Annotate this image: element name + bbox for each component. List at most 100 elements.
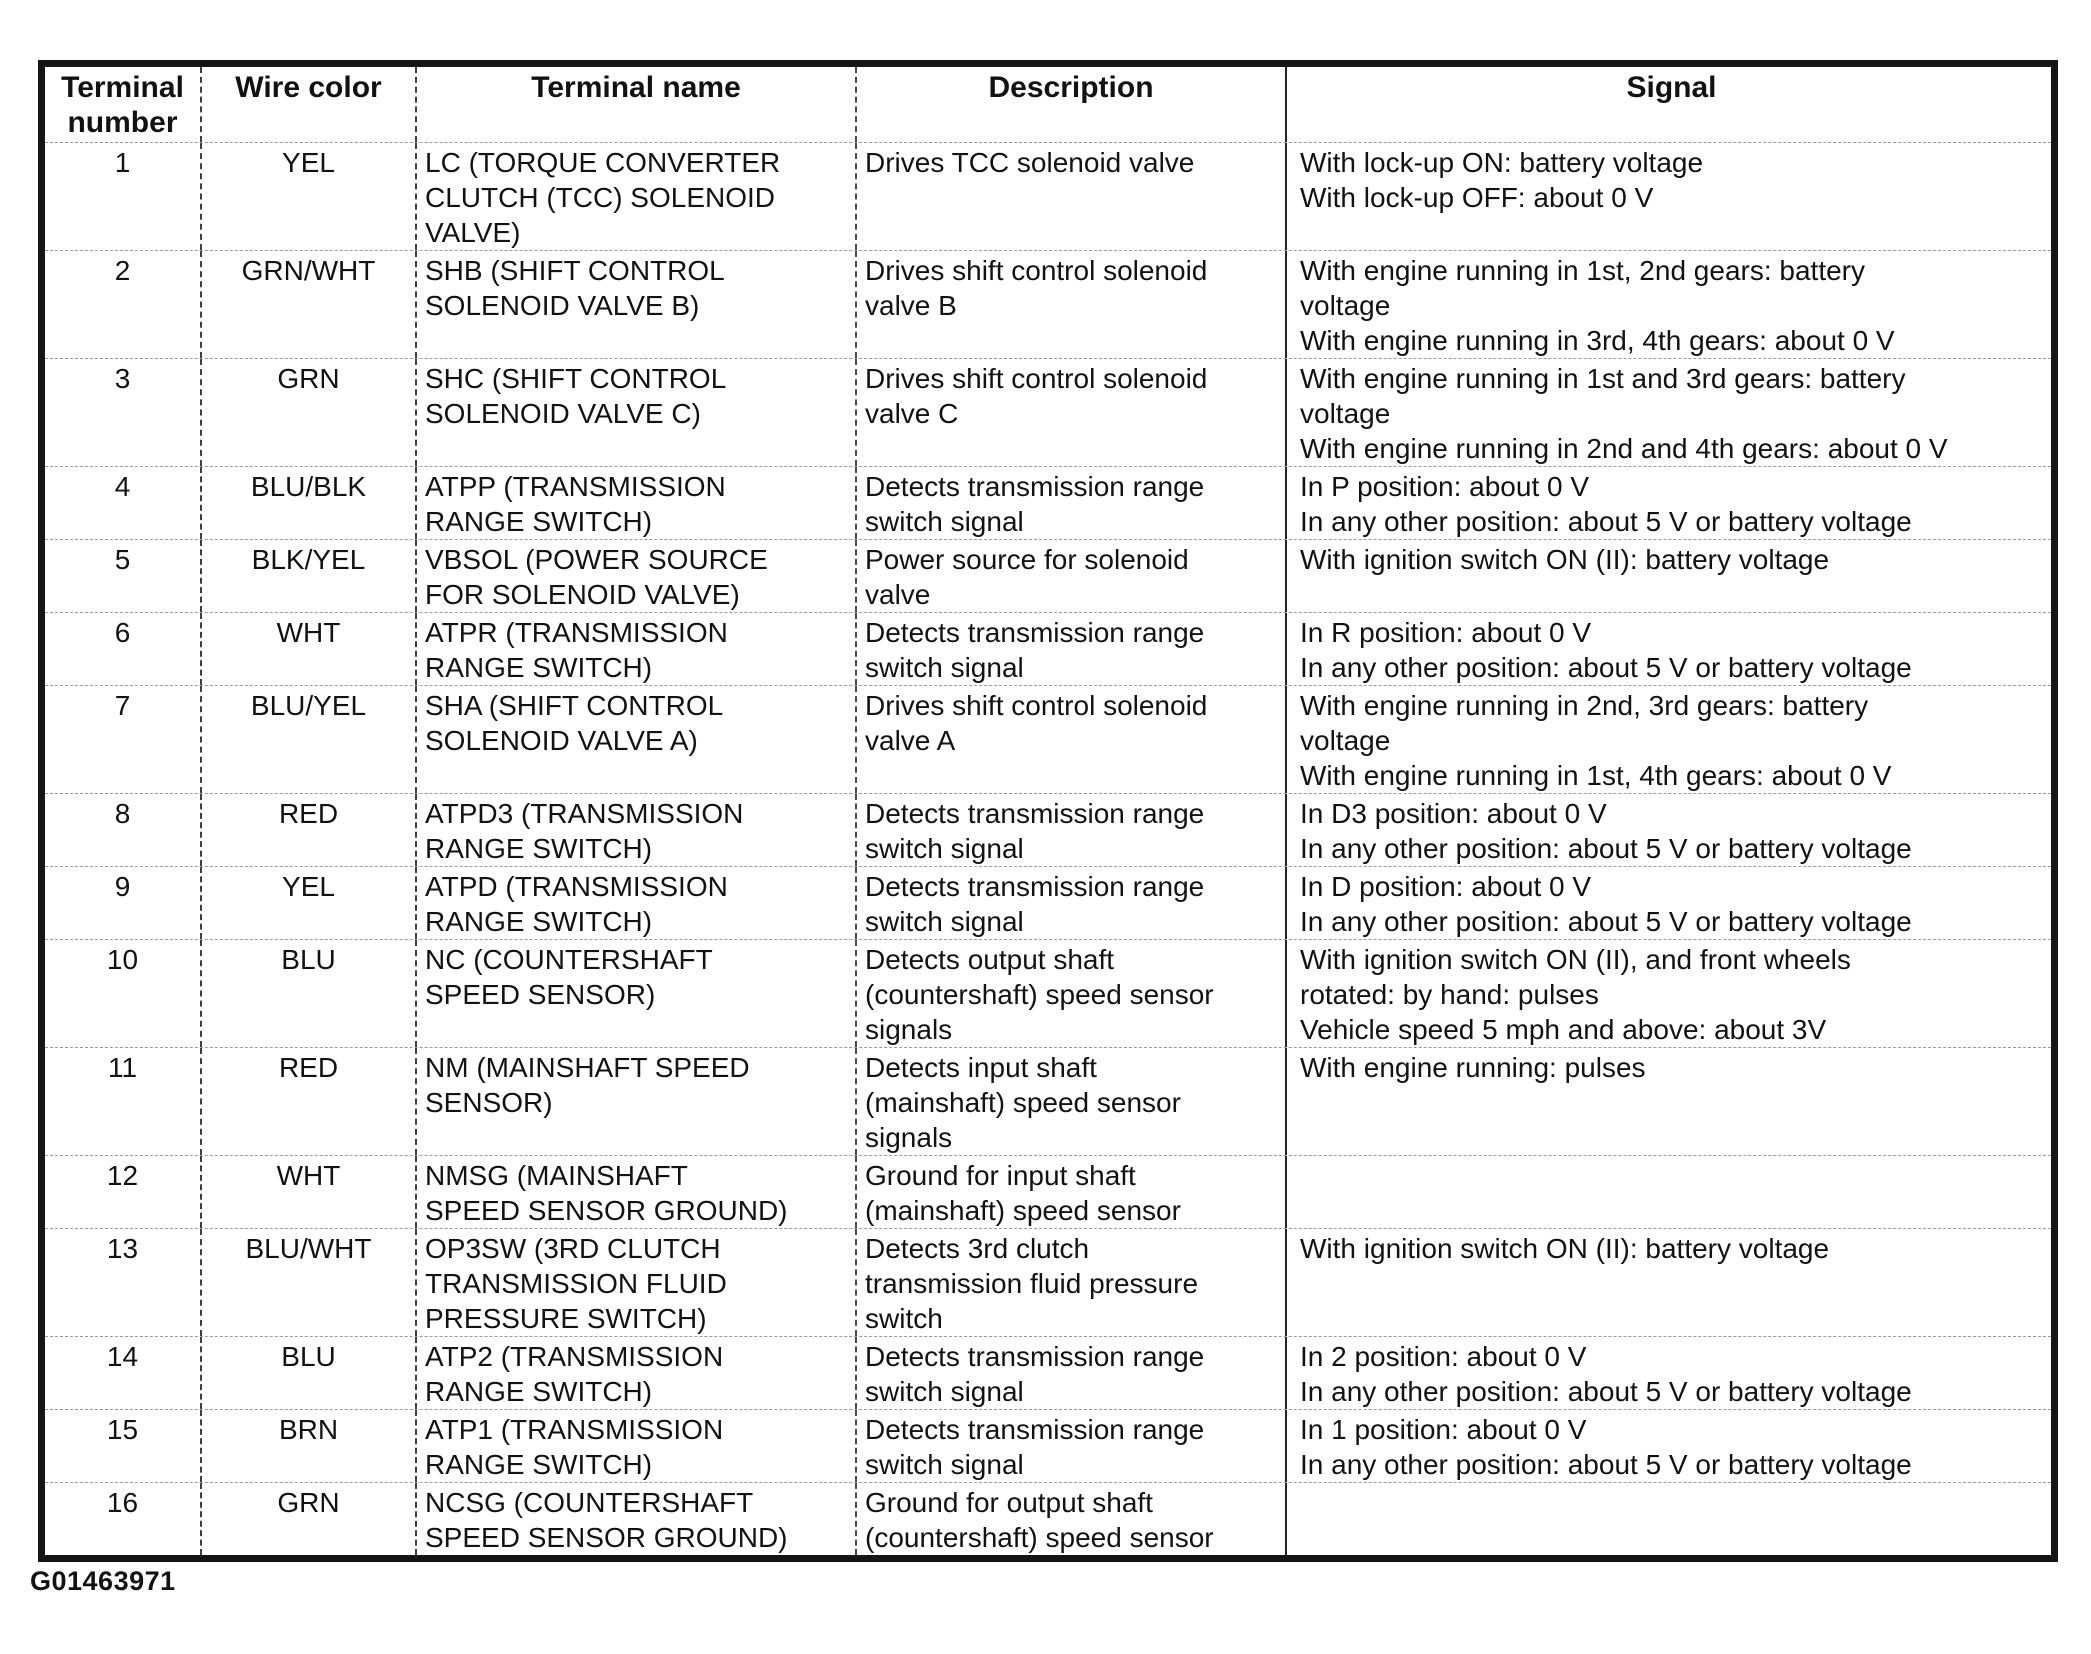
cell-wire-color: RED — [200, 1048, 415, 1155]
cell-signal — [1285, 1483, 2051, 1555]
header-terminal-name: Terminal name — [415, 67, 855, 142]
cell-terminal-number: 5 — [114, 544, 131, 575]
cell-description: Drives shift control solenoid valve B — [855, 251, 1285, 358]
table-header-row: Terminal number Wire color Terminal name… — [45, 67, 2051, 142]
cell-wire-color: YEL — [200, 867, 415, 939]
cell-terminal-name: ATPR (TRANSMISSION RANGE SWITCH) — [415, 613, 855, 685]
cell-terminal-number: 9 — [114, 871, 131, 902]
cell-signal: In 1 position: about 0 V In any other po… — [1285, 1410, 2051, 1482]
cell-terminal-name: OP3SW (3RD CLUTCH TRANSMISSION FLUID PRE… — [415, 1229, 855, 1336]
table-row: 3 GRN SHC (SHIFT CONTROL SOLENOID VALVE … — [45, 358, 2051, 466]
cell-wire-color: BLU — [200, 1337, 415, 1409]
cell-signal: With engine running: pulses — [1285, 1048, 2051, 1155]
table-row: 12 WHT NMSG (MAINSHAFT SPEED SENSOR GROU… — [45, 1155, 2051, 1228]
cell-wire-color: RED — [200, 794, 415, 866]
header-description: Description — [855, 67, 1285, 142]
cell-description: Detects transmission range switch signal — [855, 867, 1285, 939]
cell-signal: With ignition switch ON (II): battery vo… — [1285, 1229, 2051, 1336]
cell-terminal-name: ATPD (TRANSMISSION RANGE SWITCH) — [415, 867, 855, 939]
cell-terminal-name: SHC (SHIFT CONTROL SOLENOID VALVE C) — [415, 359, 855, 466]
cell-terminal-name: ATP2 (TRANSMISSION RANGE SWITCH) — [415, 1337, 855, 1409]
cell-terminal-name: SHB (SHIFT CONTROL SOLENOID VALVE B) — [415, 251, 855, 358]
cell-signal — [1285, 1156, 2051, 1228]
header-terminal-number: Terminal number — [61, 71, 184, 139]
table-row: 6 WHT ATPR (TRANSMISSION RANGE SWITCH) D… — [45, 612, 2051, 685]
cell-wire-color: WHT — [200, 613, 415, 685]
cell-description: Drives shift control solenoid valve C — [855, 359, 1285, 466]
cell-terminal-number: 15 — [106, 1414, 139, 1445]
cell-terminal-name: NM (MAINSHAFT SPEED SENSOR) — [415, 1048, 855, 1155]
cell-description: Detects 3rd clutch transmission fluid pr… — [855, 1229, 1285, 1336]
cell-wire-color: BLK/YEL — [200, 540, 415, 612]
figure-id: G01463971 — [30, 1566, 176, 1596]
cell-signal: With lock-up ON: battery voltage With lo… — [1285, 143, 2051, 250]
cell-signal: In P position: about 0 V In any other po… — [1285, 467, 2051, 539]
table-row: 8 RED ATPD3 (TRANSMISSION RANGE SWITCH) … — [45, 793, 2051, 866]
table-row: 2 GRN/WHT SHB (SHIFT CONTROL SOLENOID VA… — [45, 250, 2051, 358]
terminal-signal-table: Terminal number Wire color Terminal name… — [38, 60, 2058, 1562]
cell-wire-color: BLU/WHT — [200, 1229, 415, 1336]
cell-terminal-name: VBSOL (POWER SOURCE FOR SOLENOID VALVE) — [415, 540, 855, 612]
table-row: 7 BLU/YEL SHA (SHIFT CONTROL SOLENOID VA… — [45, 685, 2051, 793]
cell-description: Detects output shaft (countershaft) spee… — [855, 940, 1285, 1047]
cell-terminal-number: 12 — [106, 1160, 139, 1191]
cell-terminal-name: ATPD3 (TRANSMISSION RANGE SWITCH) — [415, 794, 855, 866]
cell-terminal-name: NC (COUNTERSHAFT SPEED SENSOR) — [415, 940, 855, 1047]
cell-description: Detects transmission range switch signal — [855, 794, 1285, 866]
cell-description: Detects transmission range switch signal — [855, 467, 1285, 539]
cell-terminal-number: 14 — [106, 1341, 139, 1372]
cell-description: Ground for input shaft (mainshaft) speed… — [855, 1156, 1285, 1228]
cell-terminal-number: 6 — [114, 617, 131, 648]
cell-wire-color: BLU/YEL — [200, 686, 415, 793]
table-row: 5 BLK/YEL VBSOL (POWER SOURCE FOR SOLENO… — [45, 539, 2051, 612]
cell-terminal-name: ATPP (TRANSMISSION RANGE SWITCH) — [415, 467, 855, 539]
cell-wire-color: BLU/BLK — [200, 467, 415, 539]
table-row: 9 YEL ATPD (TRANSMISSION RANGE SWITCH) D… — [45, 866, 2051, 939]
table-row: 11 RED NM (MAINSHAFT SPEED SENSOR) Detec… — [45, 1047, 2051, 1155]
cell-description: Detects transmission range switch signal — [855, 1337, 1285, 1409]
table-row: 10 BLU NC (COUNTERSHAFT SPEED SENSOR) De… — [45, 939, 2051, 1047]
cell-terminal-name: SHA (SHIFT CONTROL SOLENOID VALVE A) — [415, 686, 855, 793]
cell-terminal-number: 10 — [106, 944, 139, 975]
table-row: 1 YEL LC (TORQUE CONVERTER CLUTCH (TCC) … — [45, 142, 2051, 250]
cell-signal: In D position: about 0 V In any other po… — [1285, 867, 2051, 939]
table-row: 14 BLU ATP2 (TRANSMISSION RANGE SWITCH) … — [45, 1336, 2051, 1409]
cell-terminal-number: 8 — [114, 798, 131, 829]
cell-terminal-number: 7 — [114, 690, 131, 721]
cell-terminal-number: 3 — [114, 363, 131, 394]
cell-terminal-number: 2 — [114, 255, 131, 286]
cell-wire-color: BRN — [200, 1410, 415, 1482]
cell-signal: With ignition switch ON (II), and front … — [1285, 940, 2051, 1047]
cell-terminal-name: NMSG (MAINSHAFT SPEED SENSOR GROUND) — [415, 1156, 855, 1228]
cell-terminal-number: 4 — [114, 471, 131, 502]
cell-wire-color: GRN — [200, 359, 415, 466]
cell-description: Detects transmission range switch signal — [855, 613, 1285, 685]
table-row: 4 BLU/BLK ATPP (TRANSMISSION RANGE SWITC… — [45, 466, 2051, 539]
cell-terminal-name: ATP1 (TRANSMISSION RANGE SWITCH) — [415, 1410, 855, 1482]
cell-wire-color: GRN/WHT — [200, 251, 415, 358]
cell-terminal-name: NCSG (COUNTERSHAFT SPEED SENSOR GROUND) — [415, 1483, 855, 1555]
cell-description: Power source for solenoid valve — [855, 540, 1285, 612]
cell-wire-color: WHT — [200, 1156, 415, 1228]
cell-terminal-name: LC (TORQUE CONVERTER CLUTCH (TCC) SOLENO… — [415, 143, 855, 250]
cell-signal: With engine running in 1st and 3rd gears… — [1285, 359, 2051, 466]
cell-signal: In 2 position: about 0 V In any other po… — [1285, 1337, 2051, 1409]
cell-signal: With engine running in 1st, 2nd gears: b… — [1285, 251, 2051, 358]
cell-wire-color: GRN — [200, 1483, 415, 1555]
header-signal: Signal — [1285, 67, 2051, 142]
cell-terminal-number: 16 — [106, 1487, 139, 1518]
cell-signal: With ignition switch ON (II): battery vo… — [1285, 540, 2051, 612]
cell-terminal-number: 13 — [106, 1233, 139, 1264]
table-row: 15 BRN ATP1 (TRANSMISSION RANGE SWITCH) … — [45, 1409, 2051, 1482]
header-wire-color: Wire color — [200, 67, 415, 142]
cell-terminal-number: 11 — [107, 1052, 138, 1083]
table-row: 16 GRN NCSG (COUNTERSHAFT SPEED SENSOR G… — [45, 1482, 2051, 1555]
table-row: 13 BLU/WHT OP3SW (3RD CLUTCH TRANSMISSIO… — [45, 1228, 2051, 1336]
cell-terminal-number: 1 — [114, 147, 131, 178]
cell-wire-color: YEL — [200, 143, 415, 250]
cell-signal: In D3 position: about 0 V In any other p… — [1285, 794, 2051, 866]
cell-signal: With engine running in 2nd, 3rd gears: b… — [1285, 686, 2051, 793]
cell-wire-color: BLU — [200, 940, 415, 1047]
cell-description: Drives TCC solenoid valve — [855, 143, 1285, 250]
cell-description: Ground for output shaft (countershaft) s… — [855, 1483, 1285, 1555]
